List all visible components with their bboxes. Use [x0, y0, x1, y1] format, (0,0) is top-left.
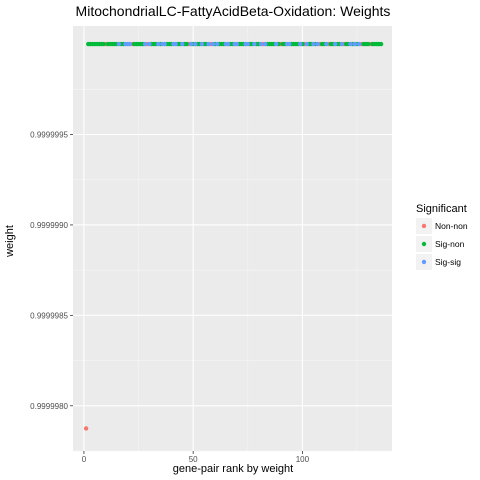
point-sig-sig	[180, 41, 185, 47]
point-sig-sig	[116, 41, 122, 47]
point-sig-sig	[258, 41, 264, 47]
point-sig-sig	[263, 41, 268, 47]
point-sig-sig	[352, 41, 358, 47]
legend: Significant Non-non Sig-non Sig-sig	[416, 203, 468, 270]
point-sig-sig	[162, 41, 167, 47]
point-sig-sig	[173, 41, 178, 47]
y-axis-ticks: 0.9999980 0.9999985 0.9999990 0.9999995	[30, 131, 73, 411]
point-sig-sig	[206, 41, 211, 47]
point-sig-sig	[324, 41, 329, 47]
point-sig-sig	[215, 41, 220, 47]
y-tick-label: 0.9999990	[30, 221, 68, 230]
point-sig-sig	[188, 41, 194, 47]
point-sig-sig	[199, 41, 205, 47]
point-sig-sig	[298, 41, 303, 47]
x-tick-label: 50	[189, 455, 198, 464]
point-sig-sig	[147, 41, 152, 47]
point-sig-sig	[234, 41, 240, 47]
point-sig-sig	[252, 41, 257, 47]
point-sig-sig	[210, 41, 216, 47]
minor-gridlines	[73, 26, 392, 452]
point-sig-non	[378, 41, 384, 47]
point-sig-non	[365, 41, 371, 47]
legend-title: Significant	[416, 203, 467, 215]
y-tick-label: 0.9999980	[30, 402, 68, 411]
point-sig-sig	[315, 41, 320, 47]
point-sig-sig	[193, 41, 198, 47]
legend-label: Non-non	[435, 221, 468, 231]
x-tick-label: 100	[296, 455, 310, 464]
point-sig-sig	[311, 41, 316, 47]
point-sig-sig	[287, 41, 292, 47]
legend-symbol	[421, 241, 427, 247]
plot-background	[73, 26, 392, 451]
data-points	[83, 41, 384, 431]
point-sig-non	[101, 41, 106, 47]
point-sig-non	[184, 41, 189, 47]
x-tick-label: 0	[82, 455, 87, 464]
y-axis-title: weight	[4, 225, 16, 258]
point-sig-sig	[357, 41, 362, 47]
x-axis-title: gene-pair rank by weight	[173, 463, 293, 475]
point-sig-sig	[245, 41, 250, 47]
legend-symbol	[421, 223, 427, 229]
point-sig-sig	[142, 41, 148, 47]
legend-label: Sig-sig	[435, 257, 461, 267]
point-sig-sig	[156, 41, 161, 47]
point-sig-sig	[127, 41, 133, 47]
point-sig-sig	[332, 41, 338, 47]
y-tick-label: 0.9999985	[30, 311, 68, 320]
point-sig-sig	[348, 41, 353, 47]
chart-title: MitochondrialLC-FattyAcidBeta-Oxidation:…	[76, 3, 391, 19]
point-sig-sig	[273, 41, 279, 47]
point-sig-sig	[339, 41, 344, 47]
legend-symbol	[421, 259, 427, 265]
point-non-non	[83, 426, 89, 431]
legend-label: Sig-non	[435, 239, 465, 249]
x-axis-ticks: 0 50 100	[82, 451, 310, 464]
point-sig-sig	[225, 41, 231, 47]
y-tick-label: 0.9999995	[30, 131, 68, 140]
major-gridlines	[73, 26, 392, 451]
point-sig-sig	[304, 41, 309, 47]
